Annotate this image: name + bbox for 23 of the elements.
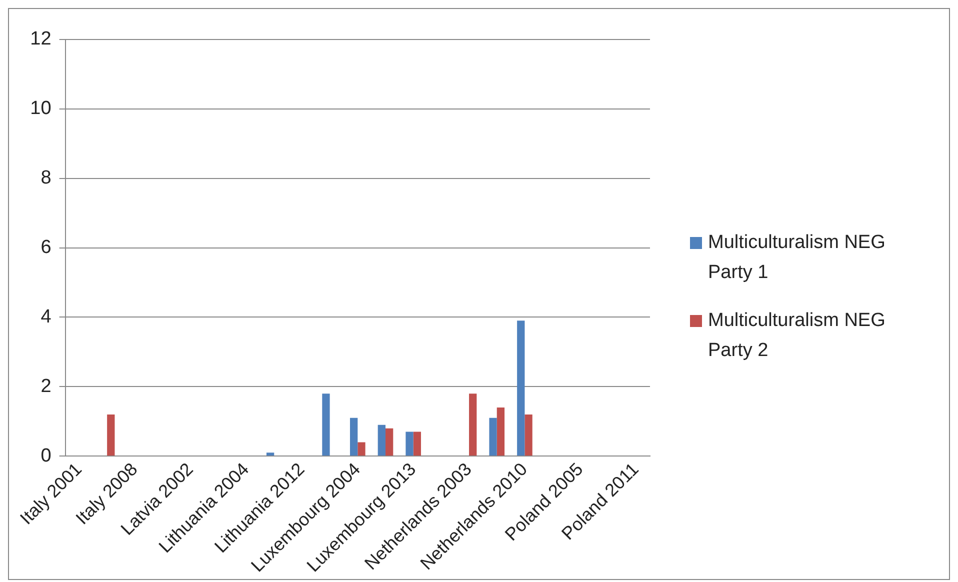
bar: [496, 408, 505, 456]
y-tick-label: 4: [40, 306, 52, 328]
y-tick-label: 0: [40, 445, 52, 466]
y-tick-label: 12: [30, 28, 52, 50]
bar: [517, 320, 525, 456]
bar: [406, 432, 414, 456]
bar: [322, 394, 330, 456]
bar: [350, 418, 358, 456]
bar: [469, 394, 477, 456]
bar: [358, 442, 366, 456]
bar: [378, 424, 386, 456]
legend-label: Multiculturalism NEG Party 2: [708, 309, 886, 363]
bar: [413, 432, 421, 456]
legend-label: Multiculturalism NEG Party 1: [708, 231, 886, 285]
bar: [385, 428, 394, 456]
bar: [107, 414, 115, 456]
y-tick-label: 10: [30, 98, 52, 120]
y-tick-label: 6: [40, 236, 52, 258]
bar: [524, 414, 532, 456]
bar: [266, 452, 274, 456]
y-tick-label: 8: [40, 168, 52, 189]
y-tick-label: 2: [40, 376, 52, 397]
bar: [489, 418, 497, 456]
